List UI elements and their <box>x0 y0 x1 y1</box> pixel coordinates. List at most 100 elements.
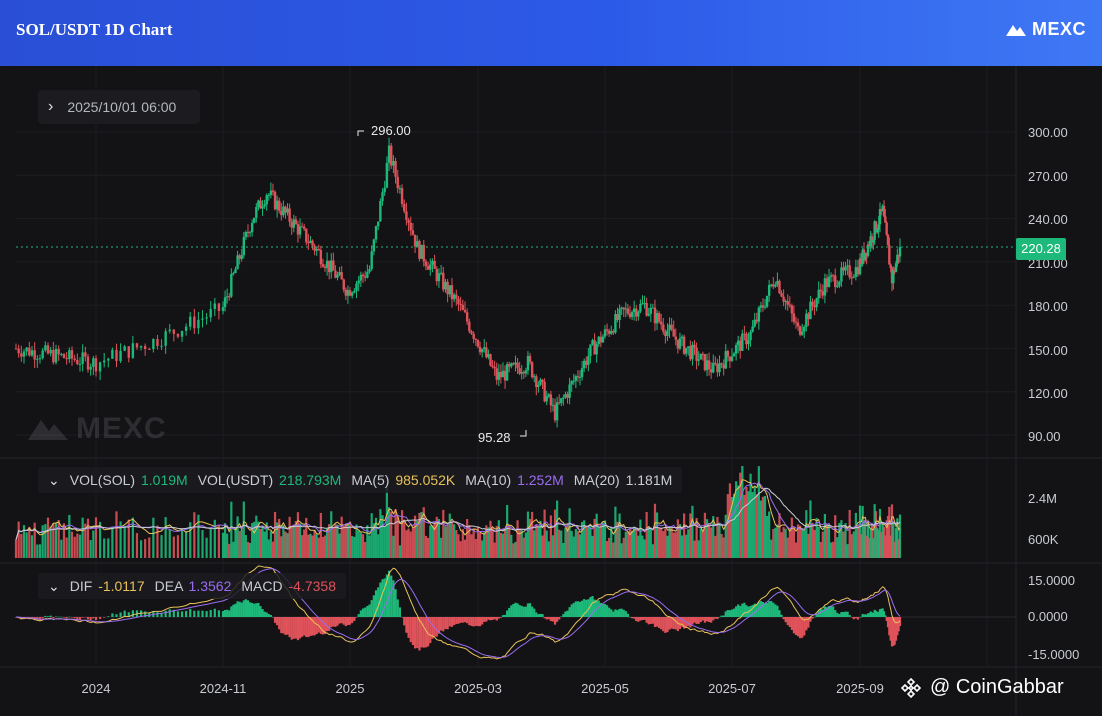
volume-bar <box>234 528 237 558</box>
volume-bar <box>749 473 752 558</box>
volume-bar <box>593 518 596 558</box>
macd-histogram-bar <box>614 609 617 617</box>
candle-body <box>336 274 339 278</box>
candle-body <box>682 336 686 354</box>
volume-bar <box>276 522 279 558</box>
macd-histogram-bar <box>168 609 171 617</box>
macd-histogram-bar <box>144 611 147 617</box>
volume-bar <box>757 466 760 558</box>
candle-body <box>168 329 171 332</box>
macd-histogram-bar <box>276 617 279 626</box>
volume-bar <box>223 523 227 558</box>
candle-body <box>236 255 239 270</box>
volume-bar <box>870 523 874 558</box>
volume-bar <box>476 526 480 558</box>
candle-body <box>485 347 488 358</box>
macd-histogram-bar <box>271 616 275 618</box>
macd-histogram-bar <box>301 617 304 637</box>
macd-histogram-bar <box>545 617 548 620</box>
candle-body <box>54 348 58 363</box>
candle-body <box>551 404 555 406</box>
macd-histogram-bar <box>612 611 615 617</box>
macd-histogram-bar <box>160 613 163 617</box>
macd-histogram-bar <box>493 617 496 620</box>
candle-body <box>535 376 538 387</box>
volume-bar <box>394 508 397 558</box>
candle-body <box>827 276 831 287</box>
candle-body <box>370 251 373 270</box>
chevron-down-icon[interactable]: ⌄ <box>48 471 60 488</box>
candle-body <box>307 242 310 244</box>
macd-histogram-bar <box>553 617 557 625</box>
volume-bar <box>76 533 79 558</box>
macd-histogram-bar <box>850 617 853 618</box>
macd-histogram-bar <box>201 610 204 617</box>
timestamp-toolbar[interactable]: › 2025/10/01 06:00 <box>38 90 200 124</box>
chevron-right-icon[interactable]: › <box>48 98 54 115</box>
volume-bar <box>840 520 843 558</box>
volume-bar <box>676 519 679 558</box>
candle-body <box>877 224 880 230</box>
macd-histogram-bar <box>570 604 573 617</box>
candle-body <box>858 258 862 275</box>
candle-body <box>123 346 126 351</box>
candle-body <box>831 275 835 277</box>
candle-body <box>248 232 252 234</box>
volume-bar <box>119 521 122 558</box>
candle-body <box>131 343 135 358</box>
candle-body <box>732 353 736 357</box>
volume-bar <box>334 523 337 558</box>
volume-bar <box>786 537 789 558</box>
candle-body <box>780 293 783 297</box>
volume-bar <box>94 517 98 558</box>
candle-body <box>119 350 122 362</box>
candle-body <box>701 353 705 355</box>
macd-histogram-bar <box>242 600 245 617</box>
volume-bar <box>238 531 241 558</box>
macd-histogram-bar <box>344 617 347 627</box>
volume-bar <box>17 521 20 558</box>
candle-body <box>728 356 732 361</box>
macd-histogram-bar <box>440 617 443 631</box>
candle-body <box>44 345 47 351</box>
volume-bar <box>461 528 464 558</box>
volume-bar <box>457 534 460 558</box>
macd-histogram-bar <box>572 602 575 617</box>
candle-body <box>253 217 256 223</box>
candle-body <box>209 308 212 318</box>
macd-histogram-bar <box>336 617 339 626</box>
macd-histogram-bar <box>531 606 534 617</box>
volume-bar <box>720 533 723 558</box>
volume-bar <box>370 513 373 558</box>
macd-histogram-bar <box>435 617 438 637</box>
candle-body <box>465 312 469 322</box>
volume-bar <box>838 522 841 558</box>
candle-body <box>348 290 352 296</box>
candle-body <box>381 192 384 202</box>
macd-histogram-bar <box>693 617 696 623</box>
date-tick: 2024-11 <box>199 681 247 696</box>
candle-body <box>302 226 306 229</box>
chevron-down-icon[interactable]: ⌄ <box>48 577 60 594</box>
macd-histogram-bar <box>468 617 471 626</box>
macd-histogram-bar <box>870 612 874 617</box>
candle-body <box>472 333 475 339</box>
candle-body <box>666 330 669 337</box>
macd-histogram-bar <box>396 599 399 617</box>
candle-body <box>261 206 264 209</box>
volume-bar <box>834 515 837 558</box>
candle-body <box>409 222 412 231</box>
macd-histogram-bar <box>813 616 816 618</box>
candle-body <box>280 210 283 216</box>
date-tick: 2025-05 <box>581 681 629 696</box>
candle-body <box>487 354 490 358</box>
volume-bar <box>503 528 507 558</box>
macd-histogram-bar <box>282 617 285 634</box>
volume-bar <box>319 512 322 558</box>
volume-bar <box>263 531 266 558</box>
candle-body <box>815 298 818 308</box>
macd-histogram-bar <box>635 617 638 622</box>
volume-bar <box>232 541 235 558</box>
macd-histogram-bar <box>792 617 796 634</box>
